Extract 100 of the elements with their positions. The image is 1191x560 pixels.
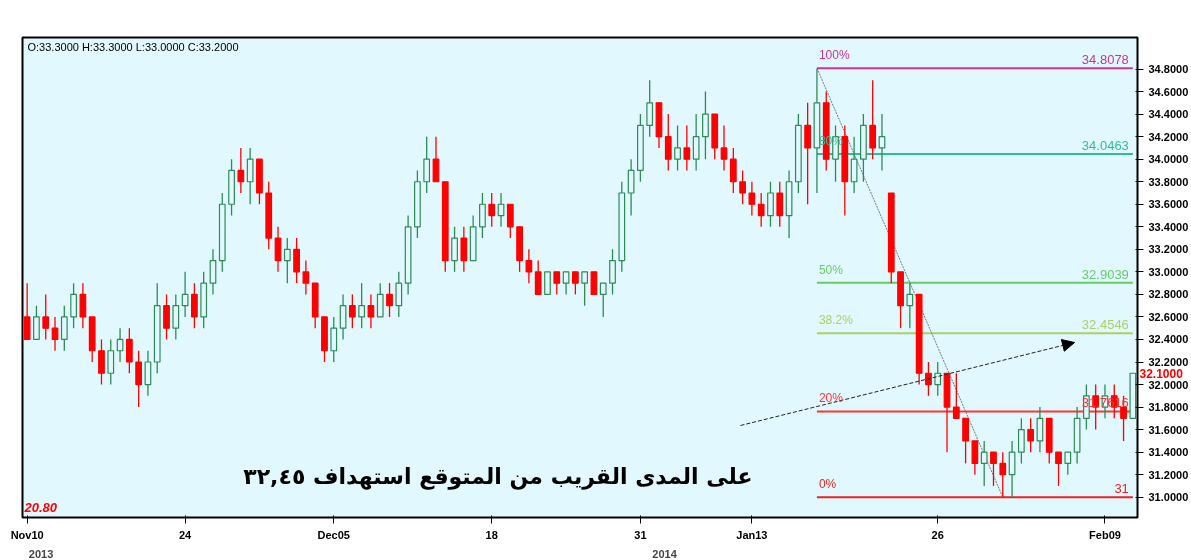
candlestick [181, 271, 189, 318]
data-label: 34.8078 [1081, 52, 1129, 68]
candlestick [757, 192, 765, 228]
candlestick [850, 136, 858, 194]
candlestick [1064, 451, 1072, 476]
candlestick [144, 350, 152, 397]
candlestick [506, 203, 514, 239]
candlestick [980, 440, 988, 487]
y-tick-label: 33.0000 [1148, 265, 1189, 278]
candlestick [599, 282, 607, 318]
annotation: على المدى القريب من المتوقع استهداف ٣٢,٤٥ [243, 463, 753, 490]
candlestick [1055, 451, 1062, 487]
series-label: 80% [818, 133, 844, 148]
y-tick-label: 32.2000 [1148, 356, 1189, 369]
candlestick [330, 316, 338, 363]
annotation: O:33.3000 H:33.3000 L:33.0000 C:33.2000 [27, 40, 239, 53]
candlestick [386, 282, 393, 318]
candlestick [1036, 406, 1044, 453]
candlestick [237, 147, 245, 194]
candlestick [906, 282, 914, 329]
y-tick-label: 34.8000 [1148, 63, 1189, 76]
candlestick [191, 282, 198, 329]
candlestick [627, 158, 635, 217]
candlestick [748, 181, 756, 217]
y-tick-label: 31.0000 [1148, 491, 1189, 504]
candlestick [376, 282, 384, 318]
candlestick [971, 440, 979, 476]
candlestick [395, 271, 403, 318]
candlestick [1027, 417, 1035, 453]
candlestick [367, 293, 375, 329]
candlestick [209, 248, 217, 296]
x-tick-label: 18 [485, 528, 498, 541]
candlestick [42, 293, 50, 341]
candlestick [878, 113, 886, 172]
series-label: 100% [818, 48, 850, 63]
y-tick-label: 33.2000 [1148, 243, 1189, 256]
candlestick [562, 271, 570, 296]
y-tick-label: 32.6000 [1148, 310, 1189, 323]
y-tick-label: 33.8000 [1148, 175, 1189, 188]
candlestick [804, 102, 812, 205]
annotation: 20.80 [23, 499, 58, 515]
candlestick [172, 293, 180, 341]
candlestick [571, 271, 579, 296]
candlestick [302, 259, 310, 296]
y-tick-label: 34.4000 [1148, 108, 1189, 121]
series-label: 0% [818, 477, 837, 492]
y-tick-label: 31.6000 [1148, 423, 1189, 436]
y-tick-label: 33.4000 [1148, 220, 1189, 233]
candlestick [952, 372, 960, 419]
candlestick [339, 293, 347, 341]
y-tick-label: 33.6000 [1148, 198, 1189, 211]
data-label: 32.4546 [1081, 317, 1129, 333]
y-tick-label: 31.2000 [1148, 468, 1189, 481]
text: 2013 [28, 547, 54, 560]
candlestick [692, 113, 700, 172]
candlestick [23, 282, 31, 341]
data-label: 32.9039 [1081, 266, 1129, 282]
candlestick [674, 124, 681, 172]
candlestick [776, 181, 784, 228]
series-label: 20% [818, 391, 844, 406]
candlestick [33, 305, 40, 341]
candlestick [163, 293, 170, 341]
candlestick [1017, 417, 1025, 465]
x-tick-label: 26 [931, 528, 944, 541]
x-tick-label: 24 [178, 528, 193, 541]
candlestick [293, 237, 300, 284]
candlestick [609, 248, 616, 296]
y-tick-label: 31.4000 [1148, 446, 1189, 459]
candlestick [135, 350, 143, 408]
data-label: 34.0463 [1081, 137, 1129, 153]
candlestick [869, 79, 877, 160]
candlestick [664, 113, 672, 172]
candlestick [720, 124, 728, 172]
candlestick [534, 259, 542, 296]
candlestick [423, 136, 431, 194]
candlestick [544, 271, 551, 295]
candlestick [990, 451, 997, 487]
candlestick [646, 79, 654, 138]
candlestick [767, 181, 774, 228]
candlestick [739, 169, 746, 205]
candlestick [999, 451, 1007, 498]
candlestick [1008, 440, 1016, 498]
candlestick [925, 361, 932, 397]
candlestick [525, 248, 533, 284]
candlestick [274, 226, 282, 273]
y-tick-label: 34.0000 [1148, 153, 1189, 166]
x-tick-label: Jan13 [736, 528, 768, 541]
series-label: 38.2% [818, 313, 854, 328]
candlestick [98, 338, 105, 386]
candlestick [934, 361, 942, 397]
candlestick [79, 282, 87, 329]
candlestick [702, 90, 709, 160]
text: 32.1000 [1139, 366, 1184, 381]
series-label: 50% [818, 262, 844, 277]
candlestick [348, 293, 356, 329]
candlestick [451, 226, 458, 273]
y-tick-label: 32.8000 [1148, 288, 1189, 301]
y-tick-label: 31.8000 [1148, 401, 1189, 414]
candlestick [70, 282, 77, 329]
y-tick-label: 34.2000 [1148, 130, 1189, 143]
